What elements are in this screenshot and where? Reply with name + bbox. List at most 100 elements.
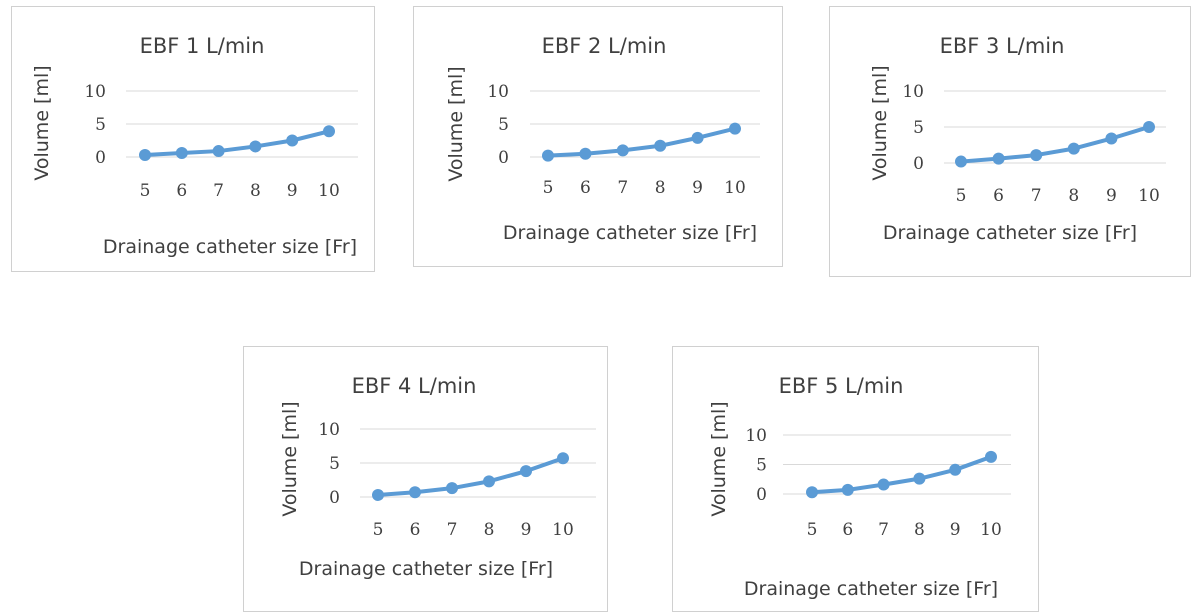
chart-title: EBF 1 L/min [140,34,265,58]
y-tick-label: 10 [84,82,106,102]
chart-title: EBF 2 L/min [542,34,667,58]
y-tick-label: 0 [329,488,340,508]
data-point [323,125,335,138]
chart-svg: EBF 4 L/min 0 5 10 5 6 7 8 9 10 Volume [ml] Drainag… [279,374,596,580]
chart-svg: EBF 2 L/min 0 5 10 5 6 7 8 9 10 Volume [ml] Drainag… [445,34,760,244]
y-axis-label: Volume [ml] [279,401,301,516]
x-tick-label: 9 [1106,186,1117,206]
data-point [654,139,667,152]
y-tick-label: 5 [95,115,106,135]
data-point [542,149,554,162]
data-point [616,144,629,157]
data-point [841,483,854,496]
x-tick-label: 7 [447,520,458,540]
y-tick-label: 10 [745,426,767,446]
chart-panel: EBF 4 L/min 0 5 10 5 6 7 8 9 10 Volume [ml] Drainag… [243,346,608,612]
data-point [139,149,151,162]
x-tick-label: 8 [1068,186,1079,206]
data-point [1105,132,1118,145]
x-tick-label: 5 [140,181,151,201]
x-tick-label: 7 [878,520,889,540]
data-point [286,134,299,147]
data-point [729,122,741,135]
x-axis-label: Drainage catheter size [Fr] [503,222,757,244]
x-tick-label: 10 [552,520,574,540]
x-tick-label: 8 [250,181,261,201]
x-tick-label: 8 [484,520,495,540]
data-point [1067,142,1080,155]
y-tick-label: 0 [95,148,106,168]
data-point [985,450,997,463]
data-point [212,145,225,158]
x-tick-label: 9 [287,181,298,201]
x-axis-label: Drainage catheter size [Fr] [883,222,1137,244]
x-tick-label: 5 [373,520,384,540]
y-tick-label: 10 [902,82,924,102]
y-axis-label: Volume [ml] [445,66,467,181]
chart-panel: EBF 5 L/min 0 5 10 5 6 7 8 9 10 Volume [ml] Drainag… [672,346,1039,612]
x-tick-label: 6 [580,178,591,198]
data-point [877,478,890,491]
series-line [376,456,565,497]
x-tick-label: 6 [176,181,187,201]
x-axis-label: Drainage catheter size [Fr] [744,578,998,600]
data-point [1143,121,1155,133]
data-point [483,475,495,488]
data-point [691,131,704,144]
data-point [955,155,967,168]
series-line [143,129,331,158]
y-axis-label: Volume [ml] [31,65,53,180]
data-point [806,486,818,499]
y-tick-label: 0 [756,485,767,505]
x-tick-label: 9 [950,520,961,540]
chart-panel: EBF 1 L/min 0 5 10 5 6 7 8 9 10 Volume [ml] Drainag… [11,6,375,272]
x-tick-label: 10 [980,520,1002,540]
data-point [372,488,384,501]
series-line [810,454,993,495]
data-point [175,147,188,160]
y-tick-label: 0 [913,154,924,174]
y-tick-label: 5 [913,118,924,138]
series-line [546,126,737,158]
x-tick-label: 7 [617,178,628,198]
x-tick-label: 10 [1138,186,1160,206]
data-point [913,472,926,485]
data-point [557,452,569,465]
data-point [446,482,458,495]
chart-svg: EBF 5 L/min 0 5 10 5 6 7 8 9 10 Volume [ml] Drainag… [708,374,1011,600]
chart-svg: EBF 1 L/min 0 5 10 5 6 7 8 9 10 Volume [ml] Drainag… [31,34,358,258]
data-point [249,140,262,153]
x-tick-label: 8 [655,178,666,198]
data-point [409,486,421,499]
x-tick-label: 6 [410,520,421,540]
y-tick-label: 5 [498,115,509,135]
y-tick-label: 5 [329,454,340,474]
chart-panel: EBF 2 L/min 0 5 10 5 6 7 8 9 10 Volume [ml] Drainag… [413,6,783,267]
x-tick-label: 6 [842,520,853,540]
data-point [579,147,592,160]
chart-title: EBF 3 L/min [940,34,1065,58]
data-point [520,465,532,478]
x-tick-label: 9 [521,520,532,540]
y-tick-label: 10 [318,420,340,440]
data-point [1030,149,1043,162]
x-tick-label: 10 [318,181,340,201]
data-point [949,463,962,476]
series-line [959,125,1151,164]
y-tick-label: 5 [756,456,767,476]
x-tick-label: 8 [914,520,925,540]
x-tick-label: 5 [956,186,967,206]
y-axis-label: Volume [ml] [869,65,891,180]
x-tick-label: 7 [213,181,224,201]
chart-title: EBF 5 L/min [779,374,904,398]
x-tick-label: 5 [543,178,554,198]
x-axis-label: Drainage catheter size [Fr] [103,236,357,258]
y-tick-label: 0 [498,148,509,168]
y-tick-label: 10 [487,82,509,102]
x-tick-label: 10 [724,178,746,198]
x-tick-label: 6 [993,186,1004,206]
x-tick-label: 7 [1031,186,1042,206]
chart-svg: EBF 3 L/min 0 5 10 5 6 7 8 9 10 Volume [ml] Drainag… [869,34,1166,244]
chart-title: EBF 4 L/min [352,374,477,398]
x-tick-label: 9 [692,178,703,198]
